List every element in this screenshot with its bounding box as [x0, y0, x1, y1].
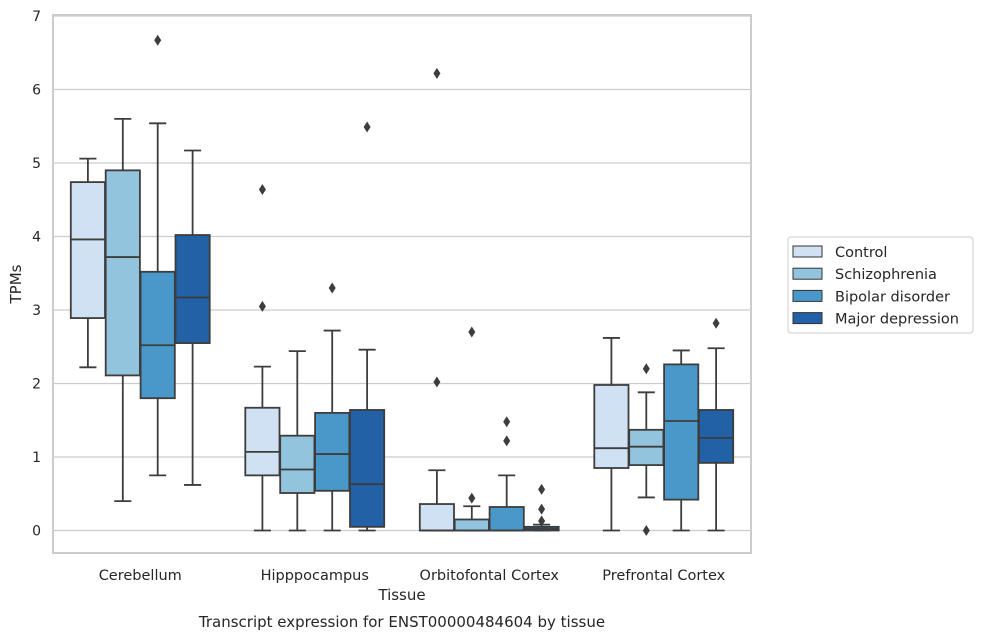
outlier-point — [328, 282, 336, 294]
outlier-point — [433, 67, 441, 79]
outlier-point — [154, 34, 162, 46]
box — [593, 384, 630, 469]
y-tick-label: 5 — [32, 156, 41, 172]
box-group — [418, 67, 455, 532]
x-tick-label: Orbitofontal Cortex — [420, 568, 560, 584]
legend-swatch — [792, 267, 823, 280]
outlier-point — [468, 492, 476, 504]
legend-label: Schizophrenia — [835, 267, 937, 283]
y-tick-label: 0 — [32, 524, 41, 540]
legend: Control Schizophrenia Bipolar disorder Majo… — [787, 236, 974, 334]
outlier-point — [503, 416, 511, 428]
box-group — [349, 121, 386, 532]
outlier-point — [258, 300, 266, 312]
outlier-point — [363, 121, 371, 133]
box-group — [69, 157, 106, 369]
legend-swatch — [792, 289, 823, 302]
outlier-point — [503, 435, 511, 447]
box — [69, 181, 106, 319]
outlier-point — [433, 376, 441, 388]
box-group — [244, 183, 281, 532]
box — [314, 411, 351, 492]
outlier-point — [538, 503, 546, 515]
box-group — [279, 350, 316, 532]
x-tick-label: Cerebellum — [99, 568, 182, 584]
box-group — [139, 34, 176, 477]
outlier-point — [712, 317, 720, 329]
y-tick-label: 2 — [32, 377, 41, 393]
x-axis-label: Tissue — [377, 586, 425, 604]
y-tick-label: 4 — [32, 230, 41, 246]
outlier-point — [258, 183, 266, 195]
box-plot-marks — [69, 34, 735, 536]
legend-label: Major depression — [835, 312, 959, 328]
box — [244, 406, 281, 477]
box-group — [593, 337, 630, 532]
box-group — [698, 317, 735, 532]
box — [453, 518, 490, 532]
box — [139, 270, 176, 400]
legend-swatch — [792, 245, 823, 258]
outlier-point — [642, 363, 650, 375]
y-axis-ticks: 0 1 2 3 4 5 6 7 — [32, 9, 41, 540]
box — [418, 503, 455, 532]
box-group — [488, 416, 525, 532]
legend-label: Bipolar disorder — [835, 289, 950, 305]
outlier-point — [538, 515, 546, 527]
outlier-point — [468, 326, 476, 338]
chart-caption: Transcript expression for ENST0000048460… — [198, 613, 605, 631]
y-tick-label: 6 — [32, 83, 41, 99]
box — [174, 234, 211, 344]
box-group — [523, 483, 560, 532]
y-axis-label: TPMs — [7, 264, 25, 304]
box — [663, 363, 700, 501]
y-tick-label: 3 — [32, 303, 41, 319]
box-group — [628, 363, 665, 536]
x-tick-label: Prefrontal Cortex — [602, 568, 725, 584]
box-group — [314, 282, 351, 532]
box — [488, 506, 525, 532]
box-group — [453, 326, 490, 532]
x-axis-ticks: Cerebellum Hipppocampus Orbitofontal Corte… — [99, 568, 726, 584]
plot-frame — [52, 14, 752, 554]
legend-swatch — [792, 312, 823, 325]
legend-frame — [787, 236, 974, 334]
box — [104, 169, 141, 377]
box — [349, 409, 386, 528]
outlier-point — [538, 483, 546, 495]
box-group — [104, 118, 141, 503]
y-tick-label: 7 — [32, 9, 41, 25]
y-tick-label: 1 — [32, 450, 41, 466]
legend-label: Control — [835, 245, 887, 261]
box — [279, 434, 316, 494]
box-group — [174, 149, 211, 486]
outlier-point — [642, 525, 650, 536]
box — [698, 409, 735, 464]
box-group — [663, 349, 700, 532]
x-tick-label: Hipppocampus — [261, 568, 369, 584]
